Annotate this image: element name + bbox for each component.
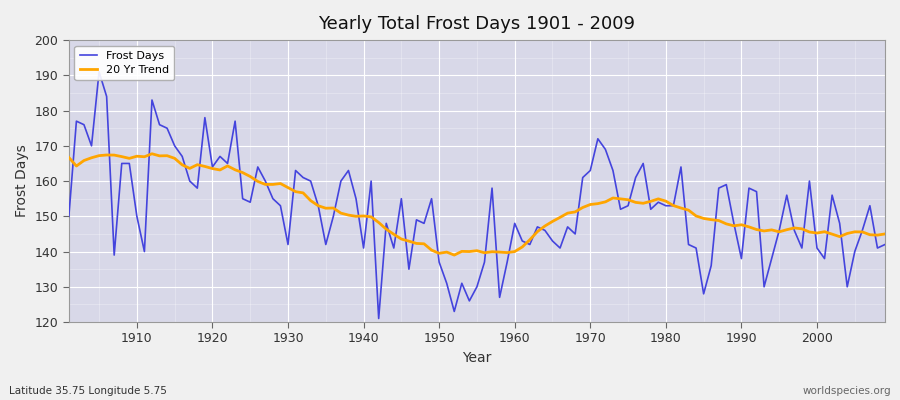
Frost Days xyxy=(615,207,626,212)
Frost Days xyxy=(63,214,74,219)
20 Yr Trend xyxy=(343,213,354,218)
Frost Days xyxy=(374,316,384,321)
Frost Days xyxy=(343,168,354,173)
Frost Days xyxy=(517,238,527,243)
20 Yr Trend xyxy=(517,244,527,249)
X-axis label: Year: Year xyxy=(463,351,491,365)
Line: 20 Yr Trend: 20 Yr Trend xyxy=(68,154,885,255)
Frost Days xyxy=(879,242,890,247)
20 Yr Trend xyxy=(879,232,890,236)
Y-axis label: Frost Days: Frost Days xyxy=(15,145,29,218)
20 Yr Trend xyxy=(124,156,135,161)
Frost Days xyxy=(94,70,104,74)
Frost Days xyxy=(298,175,309,180)
20 Yr Trend xyxy=(525,237,535,242)
Text: worldspecies.org: worldspecies.org xyxy=(803,386,891,396)
20 Yr Trend xyxy=(63,155,74,160)
Title: Yearly Total Frost Days 1901 - 2009: Yearly Total Frost Days 1901 - 2009 xyxy=(319,15,635,33)
Legend: Frost Days, 20 Yr Trend: Frost Days, 20 Yr Trend xyxy=(75,46,175,80)
Line: Frost Days: Frost Days xyxy=(68,72,885,318)
Frost Days xyxy=(131,214,142,219)
20 Yr Trend xyxy=(449,253,460,258)
20 Yr Trend xyxy=(298,190,309,195)
20 Yr Trend xyxy=(615,196,626,201)
Frost Days xyxy=(525,242,535,247)
20 Yr Trend xyxy=(147,151,158,156)
Text: Latitude 35.75 Longitude 5.75: Latitude 35.75 Longitude 5.75 xyxy=(9,386,166,396)
